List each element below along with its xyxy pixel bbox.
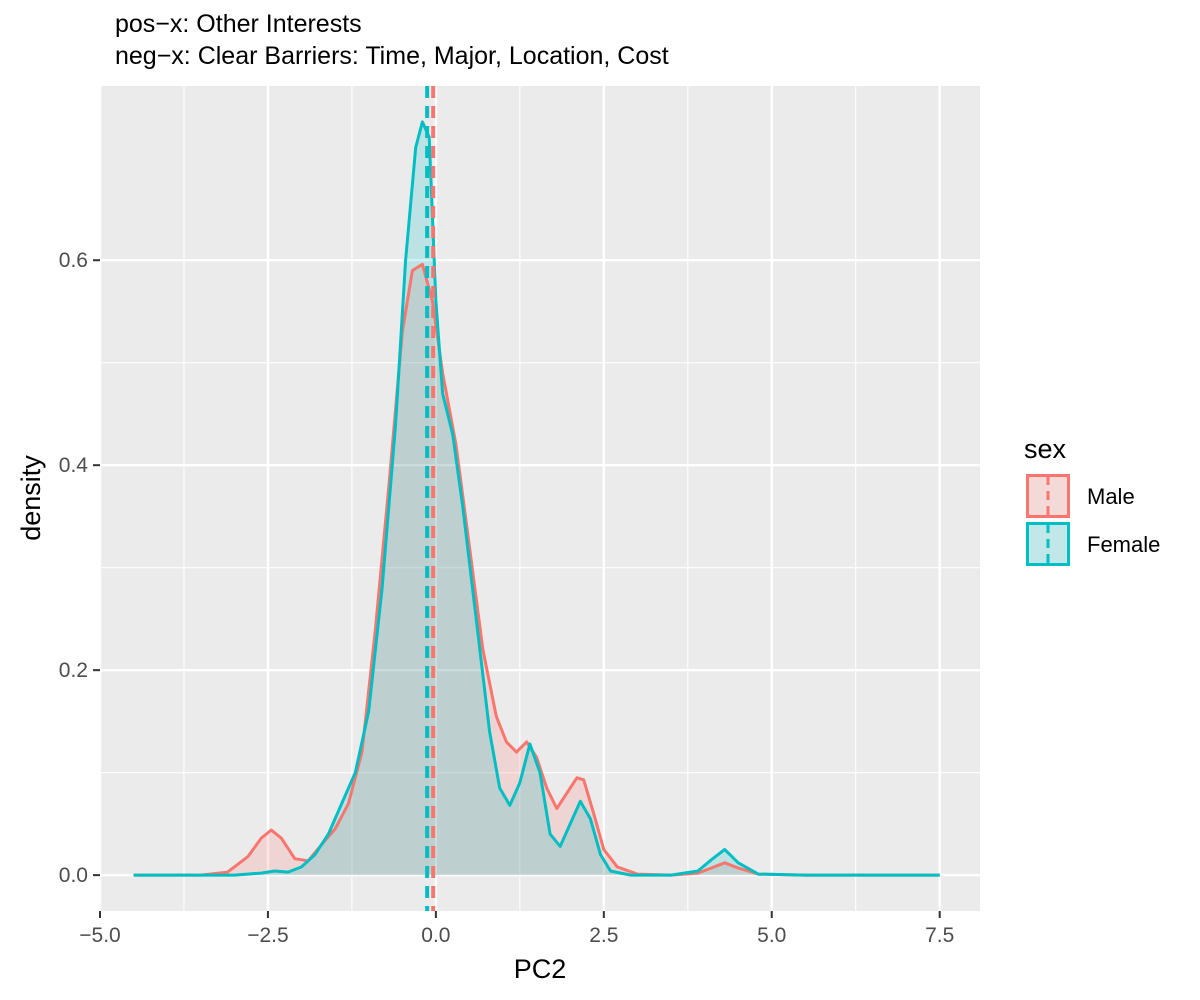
x-tick-label: 2.5 — [589, 924, 618, 947]
y-axis-title: density — [16, 455, 46, 541]
density-lines — [133, 120, 940, 877]
y-tick-label: 0.6 — [59, 249, 88, 272]
x-tick-labels: −5.0 −2.5 0.0 2.5 5.0 7.5 — [79, 924, 954, 947]
legend-label-female: Female — [1087, 532, 1160, 557]
chart-title-line-2: neg−x: Clear Barriers: Time, Major, Loca… — [115, 42, 669, 70]
x-tick-label: −2.5 — [247, 924, 288, 947]
x-tick-label: −5.0 — [79, 924, 120, 947]
x-tick-label: 0.0 — [421, 924, 450, 947]
x-axis-title: PC2 — [514, 954, 567, 984]
density-line-female — [133, 120, 940, 877]
y-tick-label: 0.2 — [59, 659, 88, 682]
legend: sex Male Female — [1024, 434, 1160, 566]
x-tick-label: 5.0 — [757, 924, 786, 947]
y-tick-label: 0.0 — [59, 864, 88, 887]
y-tick-labels: 0.0 0.2 0.4 0.6 — [59, 249, 89, 887]
chart-title-line-1: pos−x: Other Interests — [115, 10, 362, 38]
legend-title: sex — [1024, 434, 1067, 464]
legend-label-male: Male — [1087, 484, 1135, 509]
axis-ticks — [93, 259, 941, 918]
grid-major — [98, 86, 980, 911]
mean-lines — [425, 86, 436, 911]
y-tick-label: 0.4 — [59, 454, 89, 477]
x-tick-label: 7.5 — [925, 924, 954, 947]
